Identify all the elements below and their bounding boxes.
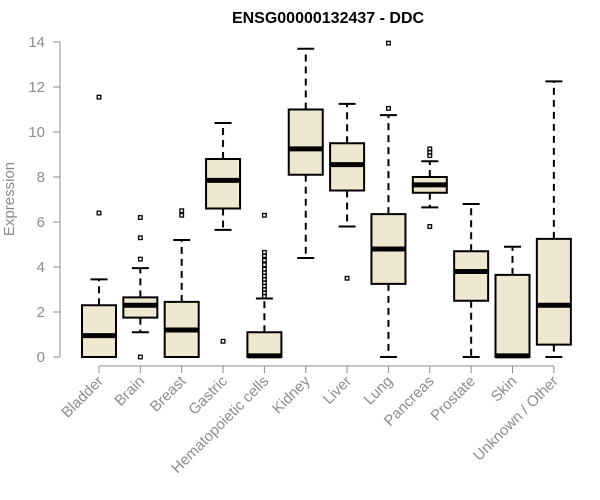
outlier-point	[344, 275, 350, 281]
outlier-point	[137, 256, 143, 262]
outlier-point	[385, 105, 391, 111]
x-tick-label: Lung	[361, 373, 397, 409]
iqr-box	[81, 304, 117, 358]
outlier-point	[96, 210, 102, 216]
x-tick-label: Liver	[320, 373, 355, 408]
box-kidney	[287, 47, 324, 259]
y-tick-label: 4	[37, 259, 45, 276]
outlier-point	[427, 146, 433, 152]
y-axis-title: Expression	[1, 162, 18, 236]
x-tick-label: Brain	[111, 373, 148, 410]
x-tick-label: Kidney	[269, 372, 314, 417]
box-unknown-other	[535, 80, 572, 358]
x-tick-label: Skin	[488, 373, 521, 406]
iqr-box	[453, 250, 490, 302]
box-hematopoietic-cells	[246, 212, 283, 359]
iqr-box	[246, 331, 283, 358]
iqr-box	[287, 108, 324, 176]
box-breast	[163, 208, 200, 358]
box-liver	[329, 102, 366, 281]
box-bladder	[81, 94, 117, 358]
outlier-point	[427, 224, 433, 229]
y-tick-label: 14	[28, 34, 45, 51]
outlier-point	[220, 338, 226, 344]
y-tick-label: 0	[37, 349, 45, 366]
outlier-point	[261, 262, 267, 268]
outlier-point	[261, 249, 267, 255]
box-lung	[370, 40, 407, 358]
box-skin	[494, 245, 531, 359]
box-prostate	[453, 203, 490, 358]
outlier-point	[137, 354, 143, 360]
box-brain	[122, 215, 159, 360]
outlier-point	[261, 257, 267, 263]
y-axis: 0 2 4 6 8 10 12 14	[28, 34, 61, 366]
iqr-box	[494, 273, 531, 358]
outlier-point	[261, 212, 267, 218]
outlier-point	[179, 208, 185, 214]
iqr-box	[205, 158, 242, 210]
outlier-point	[261, 266, 267, 272]
y-tick-label: 6	[37, 214, 45, 231]
y-tick-label: 12	[28, 79, 45, 96]
boxes-layer	[81, 40, 572, 360]
x-tick-label: Bladder	[58, 373, 107, 422]
y-tick-label: 2	[37, 304, 45, 321]
x-tick-label: Breast	[147, 372, 190, 415]
outlier-point	[137, 215, 143, 220]
y-tick-label: 10	[28, 124, 45, 141]
outlier-point	[96, 94, 102, 100]
box-pancreas	[411, 146, 448, 229]
outlier-point	[385, 40, 391, 46]
y-tick-label: 8	[37, 169, 45, 186]
outlier-point	[179, 212, 185, 218]
box-gastric	[205, 122, 242, 344]
x-tick-label: Prostate	[427, 373, 479, 425]
outlier-point	[137, 235, 143, 241]
chart-title: ENSG00000132437 - DDC	[232, 10, 425, 27]
iqr-box	[535, 237, 572, 346]
